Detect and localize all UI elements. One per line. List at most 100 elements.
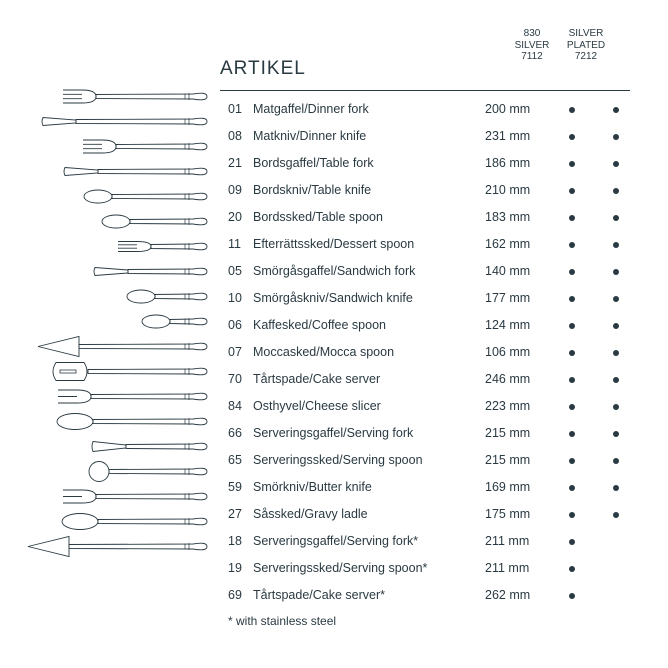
table-row: 08Matkniv/Dinner knife231 mm xyxy=(228,122,638,149)
table-row: 09Bordskniv/Table knife210 mm xyxy=(228,176,638,203)
item-size: 106 mm xyxy=(485,345,550,359)
item-size: 175 mm xyxy=(485,507,550,521)
table-row: 69Tårtspade/Cake server*262 mm xyxy=(228,581,638,608)
item-number: 11 xyxy=(228,237,253,251)
item-number: 21 xyxy=(228,156,253,170)
item-size: 215 mm xyxy=(485,426,550,440)
item-size: 262 mm xyxy=(485,588,550,602)
item-name: Smörkniv/Butter knife xyxy=(253,480,485,494)
item-name: Smörgåsgaffel/Sandwich fork xyxy=(253,264,485,278)
fork-icon xyxy=(80,135,210,158)
dot-a xyxy=(550,480,594,494)
item-name: Efterrättssked/Dessert spoon xyxy=(253,237,485,251)
col-b-l1: SILVER xyxy=(569,28,604,39)
col-b-l3: 7212 xyxy=(575,51,597,62)
dot-b xyxy=(594,102,638,116)
item-number: 08 xyxy=(228,129,253,143)
dot-a xyxy=(550,237,594,251)
table-row: 27Såssked/Gravy ladle175 mm xyxy=(228,500,638,527)
dot-a xyxy=(550,399,594,413)
dot-a xyxy=(550,318,594,332)
item-name: Bordsgaffel/Table fork xyxy=(253,156,485,170)
table-row: 59Smörkniv/Butter knife169 mm xyxy=(228,473,638,500)
knife-icon xyxy=(40,110,210,133)
article-table: 01Matgaffel/Dinner fork200 mm08Matkniv/D… xyxy=(228,95,638,628)
table-row: 20Bordssked/Table spoon183 mm xyxy=(228,203,638,230)
spoon-icon xyxy=(100,210,210,233)
table-row: 07Moccasked/Mocca spoon106 mm xyxy=(228,338,638,365)
table-row: 66Serveringsgaffel/Serving fork215 mm xyxy=(228,419,638,446)
dot-a xyxy=(550,426,594,440)
table-row: 10Smörgåskniv/Sandwich knife177 mm xyxy=(228,284,638,311)
cake-server-icon xyxy=(35,335,210,358)
serv-spoon-icon xyxy=(60,510,210,533)
dot-b xyxy=(594,372,638,386)
table-row: 21Bordsgaffel/Table fork186 mm xyxy=(228,149,638,176)
item-size: 210 mm xyxy=(485,183,550,197)
item-size: 183 mm xyxy=(485,210,550,224)
item-size: 169 mm xyxy=(485,480,550,494)
item-number: 18 xyxy=(228,534,253,548)
dot-b xyxy=(594,264,638,278)
col-b-l2: PLATED xyxy=(567,40,605,51)
table-row: 65Serveringssked/Serving spoon215 mm xyxy=(228,446,638,473)
item-size: 186 mm xyxy=(485,156,550,170)
divider xyxy=(220,90,630,91)
dot-b xyxy=(594,345,638,359)
col-header-b: SILVER PLATED 7212 xyxy=(564,28,608,63)
table-row: 19Serveringssked/Serving spoon*211 mm xyxy=(228,554,638,581)
item-number: 07 xyxy=(228,345,253,359)
item-size: 124 mm xyxy=(485,318,550,332)
spoon-icon xyxy=(82,185,210,208)
item-number: 70 xyxy=(228,372,253,386)
item-name: Tårtspade/Cake server* xyxy=(253,588,485,602)
item-name: Matgaffel/Dinner fork xyxy=(253,102,485,116)
item-name: Serveringssked/Serving spoon xyxy=(253,453,485,467)
serv-fork-icon xyxy=(60,485,210,508)
dot-b xyxy=(594,291,638,305)
item-number: 59 xyxy=(228,480,253,494)
dot-a xyxy=(550,129,594,143)
item-name: Osthyvel/Cheese slicer xyxy=(253,399,485,413)
item-name: Bordssked/Table spoon xyxy=(253,210,485,224)
item-number: 09 xyxy=(228,183,253,197)
dot-b xyxy=(594,156,638,170)
table-row: 06Kaffesked/Coffee spoon124 mm xyxy=(228,311,638,338)
dot-b xyxy=(594,129,638,143)
dot-a xyxy=(550,264,594,278)
table-row: 84Osthyvel/Cheese slicer223 mm xyxy=(228,392,638,419)
cheese-icon xyxy=(50,360,210,383)
item-number: 10 xyxy=(228,291,253,305)
dot-a xyxy=(550,156,594,170)
dot-b xyxy=(594,480,638,494)
item-number: 20 xyxy=(228,210,253,224)
item-number: 01 xyxy=(228,102,253,116)
serv-spoon-icon xyxy=(55,410,210,433)
item-number: 06 xyxy=(228,318,253,332)
item-size: 223 mm xyxy=(485,399,550,413)
dot-a xyxy=(550,588,594,602)
dot-a xyxy=(550,561,594,575)
cutlery-icons-column xyxy=(25,85,210,558)
col-header-a: 830 SILVER 7112 xyxy=(510,28,554,63)
item-number: 65 xyxy=(228,453,253,467)
knife-icon xyxy=(92,260,210,283)
item-name: Bordskniv/Table knife xyxy=(253,183,485,197)
dot-b xyxy=(594,426,638,440)
butter-icon xyxy=(90,435,210,458)
dot-b xyxy=(594,237,638,251)
dot-b xyxy=(594,507,638,521)
dot-b xyxy=(594,318,638,332)
item-number: 84 xyxy=(228,399,253,413)
table-row: 18Serveringsgaffel/Serving fork*211 mm xyxy=(228,527,638,554)
item-size: 211 mm xyxy=(485,534,550,548)
table-row: 70Tårtspade/Cake server246 mm xyxy=(228,365,638,392)
dot-b xyxy=(594,210,638,224)
item-name: Tårtspade/Cake server xyxy=(253,372,485,386)
item-size: 231 mm xyxy=(485,129,550,143)
footnote: * with stainless steel xyxy=(228,614,638,628)
item-name: Serveringsgaffel/Serving fork* xyxy=(253,534,485,548)
table-row: 05Smörgåsgaffel/Sandwich fork140 mm xyxy=(228,257,638,284)
item-number: 19 xyxy=(228,561,253,575)
cake-server-icon xyxy=(25,535,210,558)
